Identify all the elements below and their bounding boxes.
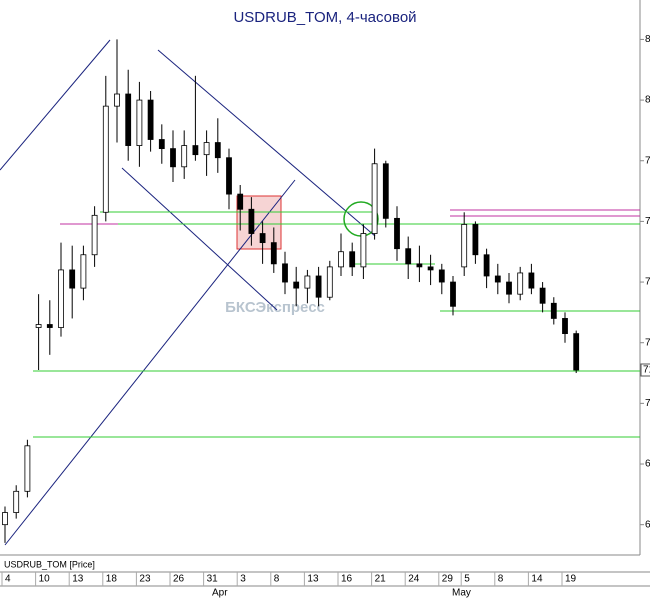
candle-body [550,302,557,319]
x-tick-label: 18 [106,574,118,585]
candle-body [214,142,221,159]
candle-body [438,269,445,283]
annotations [0,39,640,546]
y-tick-label: 82 [645,34,650,45]
last-price-box [640,363,650,377]
candle-body [147,99,154,140]
x-tick-label: 29 [442,574,454,585]
candle-body [2,512,8,526]
trend-line [0,39,111,171]
y-tick-label: 78 [645,155,650,166]
x-tick-label: 24 [408,574,420,585]
x-tick-label: 31 [207,574,219,585]
candle-body [494,275,501,283]
candle-body [80,254,87,289]
trend-line [4,179,296,546]
candle-body [24,445,31,492]
candle-body [58,269,64,328]
x-tick-label: 4 [5,574,11,585]
channel-upper [157,49,376,237]
x-tick-label: 3 [240,574,246,585]
candle-body [472,224,479,256]
candle-body [259,233,266,244]
candle-body [573,333,580,371]
candle-body [483,254,490,277]
x-tick-label: 21 [375,574,387,585]
candle-body [248,208,255,234]
candle-body [371,163,378,234]
candle-body [326,266,333,298]
month-label: May [452,588,471,599]
candle-body [338,251,344,268]
channel-lower [121,167,278,311]
candle-body [237,193,244,210]
month-label: Apr [212,588,228,599]
x-tick-label: 23 [139,574,151,585]
candle-body [427,266,434,271]
x-tick-label: 16 [341,574,353,585]
x-tick-label: 13 [307,574,319,585]
x-tick-label: 14 [531,574,543,585]
candle-body [270,242,277,265]
candle-body [226,157,232,195]
candle-body [114,93,120,107]
candle-body [394,217,400,250]
candle-body [416,263,423,268]
watermark: БКСЭкспресс [225,299,325,316]
candle-body [315,275,322,298]
y-tick-label: 66 [645,519,650,530]
candle-body [461,224,468,268]
candle-body [170,148,176,168]
x-tick-label: 8 [274,574,280,585]
x-tick-label: 5 [464,574,470,585]
candle-body [13,490,20,513]
legend-label: USDRUB_TOM [Price] [4,559,95,569]
y-tick-label: 74 [645,277,650,288]
last-price-label: 71.1 [643,365,650,376]
candle-body [158,139,165,150]
candle-body [382,163,389,219]
y-tick-label: 76 [645,216,650,227]
candle-body [293,281,300,289]
candle-body [405,248,412,265]
candle-body [539,287,546,304]
candle-body [46,324,53,328]
candle-body [136,99,143,146]
chart-title: USDRUB_TOM, 4-часовой [233,9,416,26]
candle-body [450,281,456,307]
candle-body [125,93,132,146]
candle-body [562,318,568,335]
candle-body [517,272,524,295]
candle-body [304,275,311,289]
candle-body [69,269,76,289]
y-tick-label: 80 [645,95,650,106]
x-tick-label: 19 [565,574,577,585]
candle-body [203,142,210,156]
x-tick-label: 10 [39,574,51,585]
candle-body [360,233,367,268]
candle-body [192,145,199,156]
x-tick-label: 8 [498,574,504,585]
y-tick-label: 70 [645,398,650,409]
candle-body [282,263,288,283]
candle-body [349,251,356,268]
x-tick-label: 13 [72,574,84,585]
candle-body [528,272,535,289]
candle-body [181,145,188,168]
highlight-box [236,195,282,250]
y-tick-label: 68 [645,459,650,470]
candle-body [91,214,98,256]
x-tick-label: 26 [173,574,185,585]
candle-body [506,281,512,295]
y-tick-label: 72 [645,337,650,348]
candle-body [102,105,109,213]
candle-body [35,324,42,328]
